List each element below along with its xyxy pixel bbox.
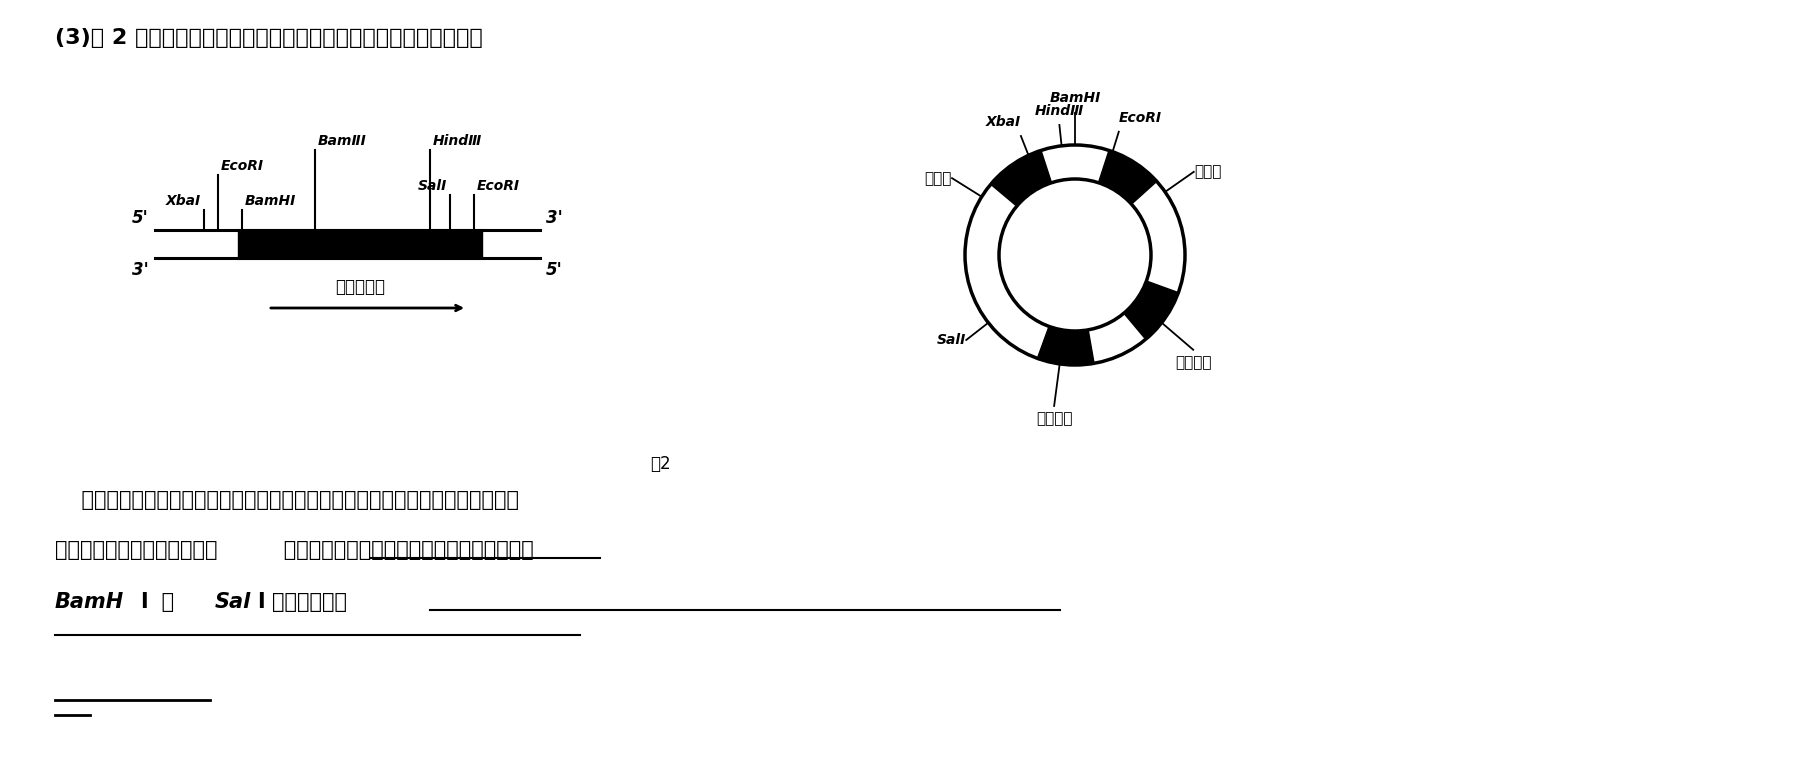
Text: 5': 5'	[131, 209, 149, 227]
Text: SalⅠ: SalⅠ	[937, 333, 967, 347]
Text: HindⅢ: HindⅢ	[1036, 104, 1084, 118]
Text: BamHⅠ: BamHⅠ	[1050, 91, 1100, 105]
Text: 3': 3'	[131, 261, 149, 279]
Wedge shape	[1037, 327, 1093, 365]
Text: 终止子: 终止子	[1194, 164, 1221, 179]
Text: 复制原点: 复制原点	[1174, 356, 1212, 370]
Text: EcoRⅠ: EcoRⅠ	[222, 159, 265, 173]
Wedge shape	[1099, 151, 1156, 204]
Circle shape	[965, 145, 1185, 365]
Text: 获取目的基因后，若要在成功构建重组表达载体的同时确保目的基因插入载体中: 获取目的基因后，若要在成功构建重组表达载体的同时确保目的基因插入载体中	[56, 490, 519, 510]
Text: 图2: 图2	[650, 455, 670, 473]
Text: XbaⅠ: XbaⅠ	[985, 115, 1021, 129]
Text: BamHⅠ: BamHⅠ	[245, 194, 295, 208]
Text: (3)图 2 为目的基因、相关质粒及其上限制酶酶切位点的分布情况．: (3)图 2 为目的基因、相关质粒及其上限制酶酶切位点的分布情况．	[56, 28, 483, 48]
Text: HindⅢ: HindⅢ	[432, 134, 483, 148]
Wedge shape	[991, 151, 1052, 206]
Text: 3': 3'	[546, 209, 562, 227]
Text: 和: 和	[155, 592, 180, 612]
Text: EcoRⅠ: EcoRⅠ	[1118, 111, 1162, 125]
Text: BamH: BamH	[56, 592, 124, 612]
Text: XbaⅠ: XbaⅠ	[166, 194, 202, 208]
Text: BamⅡⅠ: BamⅡⅠ	[319, 134, 367, 148]
Text: ，原因分别为: ，原因分别为	[272, 592, 348, 612]
Text: Sal: Sal	[214, 592, 252, 612]
Wedge shape	[1124, 281, 1178, 339]
Circle shape	[1000, 179, 1151, 331]
Text: EcoRⅠ: EcoRⅠ	[477, 179, 520, 193]
Text: 自动子: 自动子	[924, 171, 953, 186]
Text: 5': 5'	[546, 261, 562, 279]
Text: SalⅠ: SalⅠ	[418, 179, 447, 193]
Bar	[238, 230, 483, 258]
Text: 胰岛素基因: 胰岛素基因	[335, 278, 385, 296]
Text: 的方向正确，最好选用限制酶          切割目的基因和载体．选用的两种酶中不包含: 的方向正确，最好选用限制酶 切割目的基因和载体．选用的两种酶中不包含	[56, 540, 533, 560]
Text: 标记基因: 标记基因	[1036, 412, 1072, 427]
Text: Ⅰ: Ⅰ	[258, 592, 265, 612]
Text: Ⅰ: Ⅰ	[140, 592, 148, 612]
